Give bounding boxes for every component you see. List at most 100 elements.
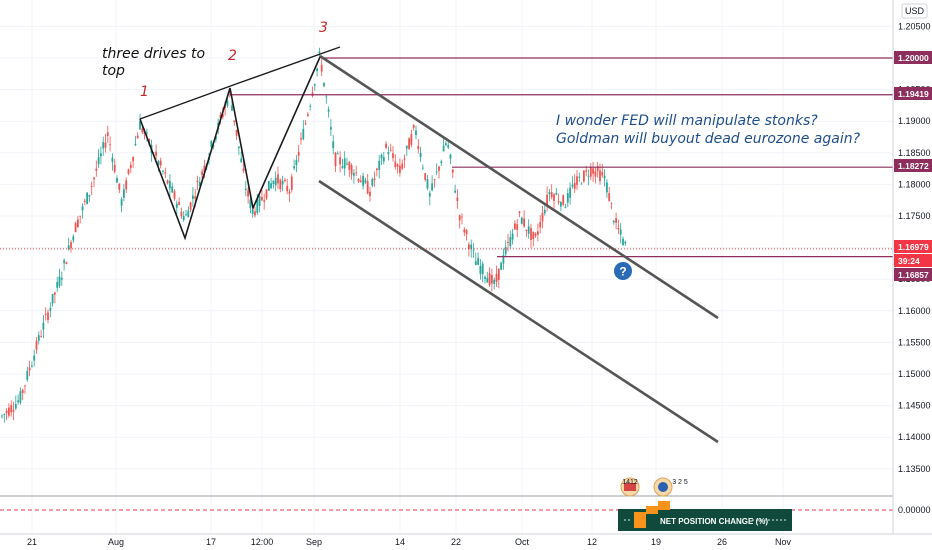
- candle-body: [403, 158, 406, 160]
- candle-body: [56, 281, 59, 288]
- candle-body: [233, 120, 236, 123]
- y-tick-label: 1.15000: [898, 369, 931, 379]
- candle-body: [77, 219, 79, 228]
- x-tick-label: 12:00: [251, 537, 274, 547]
- candle-body: [624, 241, 627, 244]
- candle-body: [261, 196, 263, 201]
- candle-body: [343, 158, 346, 169]
- indicator-bar-1: [634, 512, 646, 528]
- candle-body: [412, 125, 415, 128]
- candle-body: [578, 176, 581, 178]
- candle-body: [435, 171, 438, 173]
- candle-body: [500, 262, 502, 270]
- candle-body: [270, 183, 272, 189]
- indicator-name: NET POSITION CHANGE (%): [660, 517, 768, 526]
- candle-body: [90, 186, 93, 188]
- candle-body: [40, 336, 42, 338]
- candle-body: [14, 404, 17, 409]
- candle-body: [541, 212, 544, 222]
- time-axis[interactable]: 21 Aug 17 12:00 Sep 14 22 Oct 12 19 26 Nov: [0, 533, 932, 550]
- candle-body: [458, 215, 461, 221]
- candle-body: [88, 194, 91, 197]
- question-mark-text: ?: [619, 265, 626, 279]
- candle-body: [451, 169, 454, 173]
- candle-body: [159, 160, 162, 166]
- candle-body: [288, 191, 291, 194]
- candle-body: [334, 152, 337, 167]
- candle-body: [346, 163, 348, 165]
- candle-body: [456, 197, 459, 201]
- candle-body: [320, 64, 323, 72]
- candle-body: [440, 161, 443, 164]
- economic-event-flag-2[interactable]: 3 2 5: [653, 477, 688, 497]
- candle-body: [589, 167, 592, 177]
- indicator-bar-2: [646, 506, 658, 514]
- candle-body: [307, 114, 309, 116]
- x-tick-label: 22: [451, 537, 461, 547]
- x-tick-label: 12: [587, 537, 597, 547]
- candle-body: [240, 158, 243, 163]
- x-tick-label: 17: [206, 537, 216, 547]
- candle-body: [162, 170, 164, 172]
- candle-body: [139, 121, 141, 130]
- drive-1-label: 1: [140, 84, 149, 100]
- candle-body: [286, 185, 289, 192]
- candle-body: [617, 227, 620, 230]
- candle-body: [596, 166, 599, 172]
- candle-body: [47, 312, 49, 320]
- candle-body: [226, 100, 229, 106]
- candle-body: [185, 214, 187, 216]
- candle-body: [530, 228, 532, 241]
- x-tick-label: Nov: [775, 537, 792, 547]
- candle-body: [44, 313, 47, 315]
- candle-body: [502, 255, 505, 264]
- candle-body: [587, 176, 590, 178]
- candle-body: [562, 195, 565, 205]
- candle-body: [31, 365, 33, 367]
- candle-body: [445, 143, 447, 145]
- price-axis[interactable]: 1.205001.200001.195001.190001.185001.180…: [892, 0, 932, 534]
- candle-body: [610, 202, 613, 204]
- candle-body: [49, 308, 52, 311]
- price-tag-label: 39:24: [898, 256, 920, 266]
- candle-body: [608, 193, 611, 202]
- candle-body: [571, 184, 574, 187]
- question-marker[interactable]: ?: [614, 262, 632, 280]
- candle-body: [438, 166, 440, 171]
- price-tag: [894, 240, 932, 253]
- economic-event-flag-1[interactable]: 1412: [620, 477, 640, 497]
- question-circle-icon[interactable]: [614, 262, 632, 280]
- y-tick-label: 1.16000: [898, 306, 931, 316]
- candle-body: [497, 268, 500, 281]
- candle-body: [355, 172, 358, 174]
- candle-body: [3, 414, 6, 415]
- candle-body: [364, 179, 367, 183]
- candle-body: [231, 105, 233, 111]
- candle-body: [461, 216, 463, 218]
- candle-body: [106, 132, 109, 136]
- candle-body: [279, 179, 282, 190]
- candle-body: [518, 211, 521, 214]
- candle-body: [525, 229, 528, 231]
- y-tick-label: 1.13500: [898, 464, 931, 474]
- candle-body: [612, 220, 615, 223]
- price-tag: [894, 268, 932, 281]
- candle-body: [120, 199, 123, 206]
- price-tag-label: 1.20000: [898, 53, 929, 63]
- candle-body: [426, 179, 429, 189]
- y-tick-label: 1.19000: [898, 116, 931, 126]
- candle-body: [580, 183, 583, 185]
- candle-body: [129, 164, 132, 169]
- candle-body: [488, 273, 491, 285]
- candle-body: [123, 189, 125, 198]
- currency-label-box[interactable]: [901, 3, 928, 19]
- candle-body: [295, 160, 298, 166]
- candle-body: [196, 180, 199, 183]
- candle-body: [564, 206, 567, 208]
- x-tick-label: Aug: [108, 537, 124, 547]
- candle-body: [592, 168, 594, 174]
- candle-body: [146, 132, 148, 134]
- indicator-label-box[interactable]: [618, 509, 792, 531]
- candle-body: [219, 114, 222, 118]
